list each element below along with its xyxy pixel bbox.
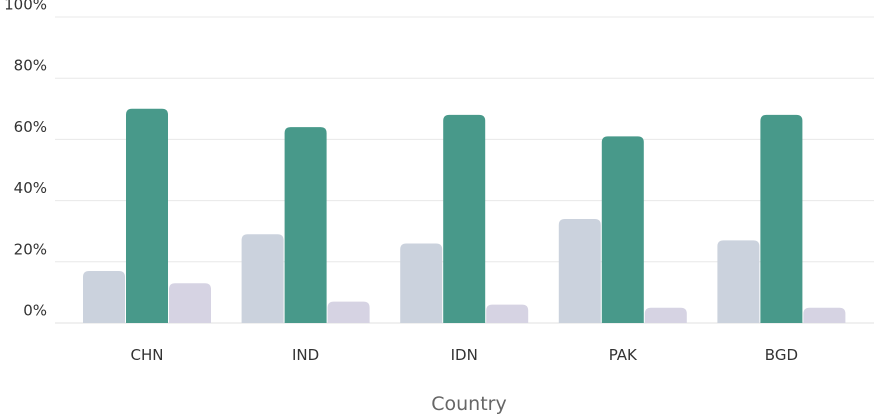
y-tick-label: 40% xyxy=(14,179,47,197)
x-tick-label: CHN xyxy=(131,346,164,364)
x-tick-label: BGD xyxy=(765,346,798,364)
bar-chn-series-1[interactable] xyxy=(83,270,125,323)
bar-ind-series-1[interactable] xyxy=(241,234,284,323)
bar-ind-series-2[interactable] xyxy=(284,127,327,323)
bar-pak-series-3[interactable] xyxy=(644,307,687,323)
bar-bgd-series-1[interactable] xyxy=(717,240,760,323)
bar-bgd-series-3[interactable] xyxy=(803,307,846,323)
x-axis-ticks: CHN IND IDN PAK BGD xyxy=(131,346,798,364)
bar-bgd-series-2[interactable] xyxy=(760,114,803,323)
bars xyxy=(83,108,846,323)
y-tick-label: 100% xyxy=(4,0,47,14)
bar-idn-series-2[interactable] xyxy=(443,114,486,323)
y-tick-label: 60% xyxy=(14,118,47,136)
x-tick-label: PAK xyxy=(609,346,638,364)
bar-ind-series-3[interactable] xyxy=(327,301,370,323)
bar-chn-series-3[interactable] xyxy=(169,283,211,323)
bar-idn-series-3[interactable] xyxy=(486,304,529,323)
bar-idn-series-1[interactable] xyxy=(400,243,443,323)
bar-chn-series-2[interactable] xyxy=(126,108,168,323)
bar-pak-series-1[interactable] xyxy=(558,218,601,323)
x-axis-title: Country xyxy=(431,393,506,415)
y-tick-label: 80% xyxy=(14,57,47,75)
bar-pak-series-2[interactable] xyxy=(601,136,644,323)
x-tick-label: IND xyxy=(292,346,319,364)
y-tick-label: 20% xyxy=(14,240,47,258)
y-axis-ticks: 0% 20% 40% 60% 80% 100% xyxy=(4,0,47,320)
y-tick-label: 0% xyxy=(23,302,47,320)
x-tick-label: IDN xyxy=(451,346,478,364)
